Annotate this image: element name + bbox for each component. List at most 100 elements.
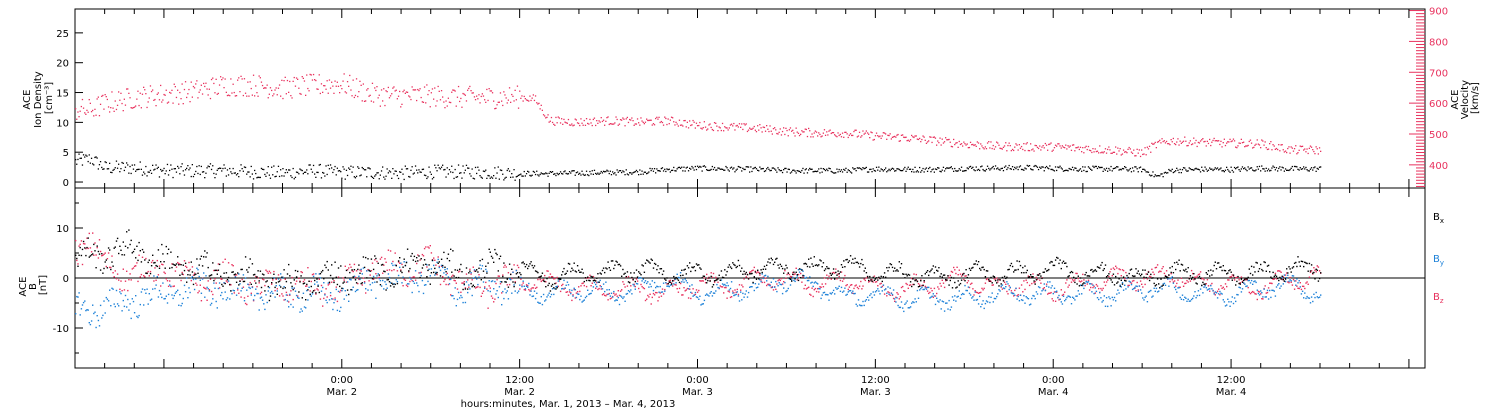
- data-point: [717, 281, 719, 283]
- data-point: [1050, 287, 1052, 289]
- data-point: [1235, 146, 1237, 148]
- data-point: [1229, 276, 1231, 278]
- data-point: [838, 285, 840, 287]
- data-point: [1034, 144, 1036, 147]
- data-point: [275, 285, 277, 287]
- data-point: [567, 118, 570, 121]
- data-point: [1077, 146, 1079, 148]
- data-point: [285, 93, 287, 95]
- data-point: [878, 136, 880, 138]
- data-point: [1286, 277, 1288, 279]
- data-point: [689, 285, 691, 287]
- data-point: [831, 291, 834, 294]
- data-point: [426, 276, 428, 278]
- data-point: [659, 170, 661, 172]
- data-point: [1040, 167, 1042, 169]
- data-point: [418, 89, 420, 92]
- data-point: [355, 289, 358, 291]
- data-point: [1147, 291, 1150, 293]
- data-point: [621, 289, 623, 291]
- data-point: [499, 283, 502, 285]
- data-point: [1102, 170, 1104, 172]
- data-point: [613, 267, 615, 270]
- data-point: [1239, 282, 1241, 284]
- data-point: [349, 271, 351, 274]
- data-point: [460, 294, 462, 297]
- data-point: [1025, 279, 1027, 281]
- data-point: [835, 287, 837, 289]
- data-point: [720, 279, 723, 281]
- data-point: [80, 308, 83, 310]
- data-point: [393, 173, 395, 175]
- data-point: [789, 127, 792, 129]
- data-point: [1196, 168, 1198, 170]
- data-point: [793, 279, 795, 282]
- data-point: [561, 274, 563, 276]
- data-point: [574, 289, 576, 291]
- data-point: [1041, 146, 1043, 148]
- data-point: [1060, 167, 1062, 169]
- data-point: [1064, 170, 1066, 172]
- data-point: [1036, 166, 1039, 168]
- data-point: [633, 285, 635, 287]
- data-point: [1304, 168, 1306, 170]
- data-point: [979, 295, 981, 298]
- data-point: [866, 171, 869, 173]
- data-point: [120, 168, 122, 170]
- data-point: [627, 290, 630, 292]
- data-point: [1102, 152, 1104, 154]
- data-point: [650, 119, 652, 121]
- data-point: [1303, 166, 1305, 168]
- velocity-tick-label: 600: [1429, 99, 1448, 110]
- data-point: [395, 279, 397, 281]
- data-point: [193, 173, 196, 175]
- data-point: [1037, 286, 1040, 288]
- data-point: [1113, 296, 1116, 299]
- data-point: [261, 84, 264, 87]
- data-point: [638, 174, 640, 176]
- data-point: [1048, 292, 1050, 294]
- data-point: [345, 269, 348, 272]
- data-point: [325, 165, 327, 167]
- data-point: [329, 292, 332, 294]
- data-point: [327, 282, 329, 284]
- data-point: [246, 173, 248, 175]
- data-point: [733, 167, 735, 169]
- data-point: [822, 132, 824, 134]
- data-point: [991, 147, 993, 150]
- data-point: [982, 168, 984, 171]
- data-point: [120, 249, 122, 251]
- data-point: [98, 115, 101, 117]
- data-point: [515, 99, 517, 101]
- data-point: [979, 148, 981, 150]
- data-point: [212, 165, 214, 167]
- data-point: [1007, 293, 1009, 295]
- data-point: [1048, 168, 1050, 170]
- data-point: [1264, 296, 1266, 298]
- data-point: [506, 102, 508, 104]
- data-point: [919, 166, 921, 169]
- data-point: [379, 258, 382, 260]
- data-point: [847, 169, 849, 171]
- data-point: [1007, 144, 1009, 147]
- data-point: [804, 169, 806, 171]
- data-point: [917, 171, 920, 173]
- data-point: [396, 174, 398, 177]
- data-point: [520, 97, 522, 99]
- data-point: [302, 283, 305, 285]
- data-point: [721, 122, 724, 125]
- data-point: [493, 100, 495, 102]
- data-point: [1231, 274, 1233, 276]
- data-point: [711, 128, 713, 131]
- data-point: [336, 309, 339, 312]
- data-point: [971, 167, 973, 169]
- data-point: [609, 170, 611, 172]
- data-point: [478, 267, 480, 269]
- data-point: [929, 297, 931, 299]
- data-point: [965, 289, 967, 292]
- data-point: [579, 271, 581, 273]
- data-point: [494, 167, 496, 169]
- data-point: [384, 104, 386, 107]
- data-point: [1130, 151, 1133, 153]
- data-point: [948, 276, 950, 279]
